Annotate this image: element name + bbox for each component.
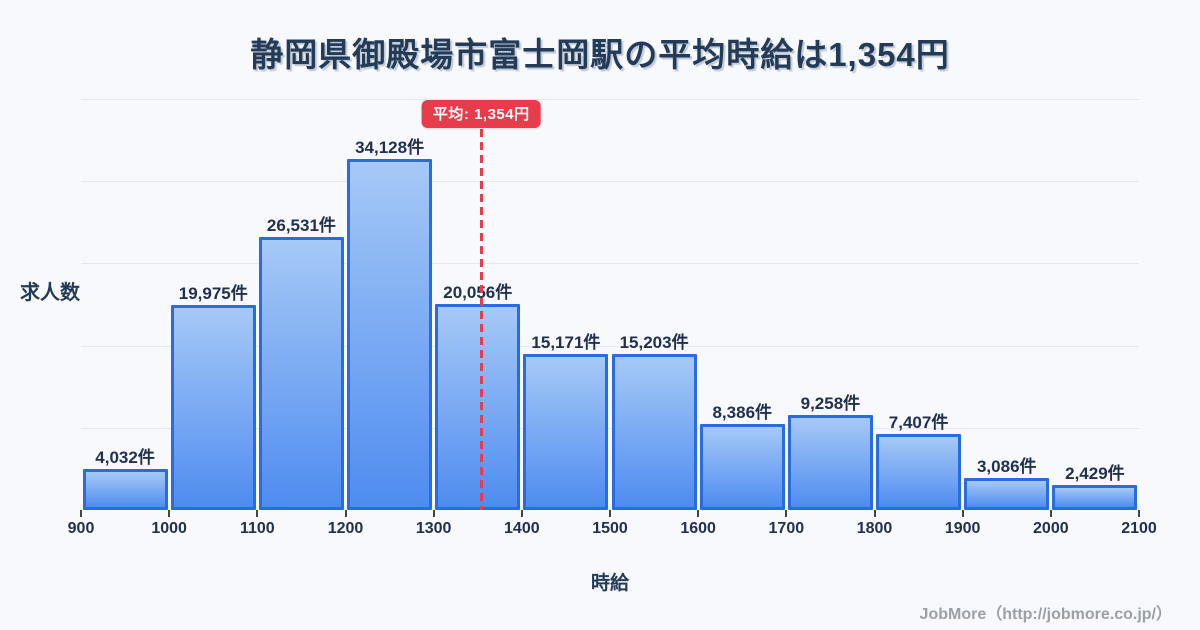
bar-value-label: 9,258件 [800, 393, 861, 413]
bar-value-label: 20,056件 [443, 282, 513, 302]
histogram-bar [876, 433, 962, 510]
x-axis-label: 時給 [590, 573, 630, 594]
x-axis-tick [961, 510, 964, 517]
x-tick-label: 1600 [680, 520, 716, 537]
x-axis-tick [80, 510, 82, 517]
histogram-bar [1052, 485, 1138, 510]
x-tick-label: 1500 [592, 520, 628, 537]
y-axis-label: 求人数 [20, 282, 80, 304]
bar-value-label: 19,975件 [178, 283, 248, 303]
gridline [81, 99, 1139, 100]
x-axis-tick [609, 510, 611, 517]
x-tick-label: 1400 [504, 520, 540, 537]
gridline [81, 263, 1139, 265]
x-axis-tick [1138, 510, 1140, 517]
bar-value-label: 26,531件 [266, 216, 336, 236]
histogram-bar [611, 353, 697, 510]
histogram-bar [435, 303, 521, 510]
x-axis-tick [785, 510, 788, 517]
x-tick-label: 1100 [239, 520, 275, 537]
histogram-bar [82, 468, 168, 510]
x-axis-tick [344, 510, 347, 517]
x-axis-tick [697, 510, 700, 517]
footer-credit: JobMore（http://jobmore.co.jp/） [919, 606, 1172, 623]
x-tick-label: 1900 [944, 520, 981, 537]
histogram-bar [787, 414, 873, 510]
x-axis-tick [432, 510, 435, 517]
x-tick-label: 2000 [1033, 520, 1069, 537]
x-tick-label: 1000 [151, 520, 187, 537]
histogram-bar [258, 237, 344, 510]
average-line [479, 129, 483, 510]
page-title: 静岡県御殿場市富士岡駅の平均時給は1,354円 [250, 36, 950, 73]
bar-value-label: 3,086件 [976, 457, 1037, 477]
x-tick-label: 900 [67, 520, 95, 537]
bar-value-label: 4,032件 [95, 447, 155, 467]
bar-value-label: 15,203件 [619, 332, 689, 352]
histogram-bar [699, 423, 785, 510]
gridline [81, 427, 1139, 429]
histogram-bar [523, 354, 609, 510]
bar-value-label: 2,429件 [1065, 464, 1125, 484]
x-axis-tick [256, 510, 259, 517]
histogram-bar [170, 304, 256, 510]
x-axis-tick [1049, 510, 1052, 517]
bar-value-label: 7,407件 [888, 412, 949, 432]
gridline [81, 181, 1139, 183]
x-tick-label: 1300 [415, 520, 452, 537]
x-tick-label: 1800 [856, 520, 893, 537]
histogram-bar [964, 478, 1050, 510]
x-axis-tick [168, 510, 171, 517]
bar-value-label: 8,386件 [712, 402, 773, 422]
histogram-bar [347, 159, 433, 510]
x-axis-tick [520, 510, 523, 517]
bar-value-label: 34,128件 [355, 138, 425, 158]
x-tick-label: 1700 [768, 520, 805, 537]
x-tick-label: 2100 [1121, 520, 1157, 537]
bar-value-label: 15,171件 [531, 333, 601, 353]
average-badge: 平均: 1,354円 [421, 100, 541, 128]
x-axis-tick [873, 510, 876, 517]
gridline [81, 345, 1139, 347]
histogram-plot: 平均: 1,354円 4,032件 19,975件 26,531件 34,128件 20… [68, 99, 1157, 537]
x-tick-label: 1200 [327, 520, 364, 537]
